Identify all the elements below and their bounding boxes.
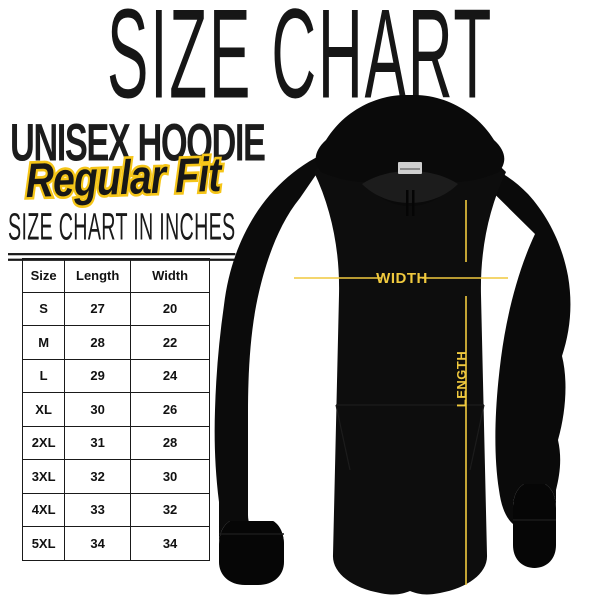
svg-text:WIDTH: WIDTH: [376, 270, 428, 287]
svg-text:LENGTH: LENGTH: [454, 351, 469, 407]
